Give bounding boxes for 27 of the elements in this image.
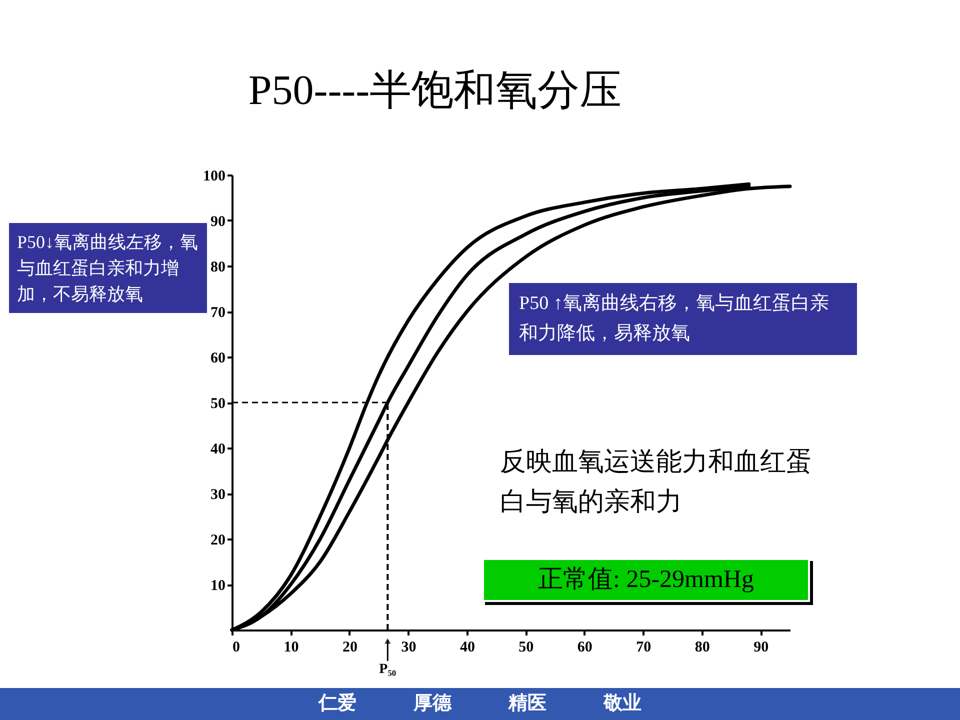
y-tick-label: 30 — [210, 487, 226, 503]
x-tick-label: 70 — [636, 640, 652, 656]
text-box: 正常值: 25-29mmHg — [482, 558, 810, 602]
x-tick-label: 90 — [754, 640, 769, 656]
x-tick-label: 50 — [518, 640, 534, 656]
x-tick-label: 0 — [232, 640, 240, 656]
y-tick-label: 90 — [210, 214, 226, 230]
x-tick-label: 10 — [284, 640, 299, 656]
y-tick-label: 20 — [210, 532, 226, 548]
text-box: P50↓氧离曲线左移，氧与血红蛋白亲和力增加，不易释放氧 — [8, 222, 208, 314]
annotation: 反映血氧运送能力和血红蛋白与氧的亲和力 — [500, 446, 813, 519]
text-box: 仁爱 厚德 精医 敬业 — [0, 688, 960, 720]
y-tick-label: 10 — [210, 578, 226, 594]
x-tick-label: 60 — [577, 640, 592, 656]
y-tick-label: 50 — [210, 396, 226, 412]
chart-title: P50----半饱和氧分压 — [247, 67, 623, 116]
x-tick-label: 80 — [694, 640, 710, 656]
y-tick-label: 100 — [203, 168, 226, 184]
x-tick-label: 30 — [401, 640, 416, 656]
x-tick-label: 20 — [342, 640, 358, 656]
y-tick-label: 70 — [210, 305, 226, 321]
text-box: P50 ↑氧离曲线右移，氧与血红蛋白亲和力降低，易释放氧 — [508, 282, 858, 356]
ref-line-label: P₅₀ — [379, 662, 396, 677]
y-tick-label: 60 — [210, 350, 226, 366]
y-tick-label: 40 — [210, 442, 226, 458]
y-tick-label: 80 — [210, 260, 226, 276]
x-tick-label: 40 — [460, 640, 475, 656]
